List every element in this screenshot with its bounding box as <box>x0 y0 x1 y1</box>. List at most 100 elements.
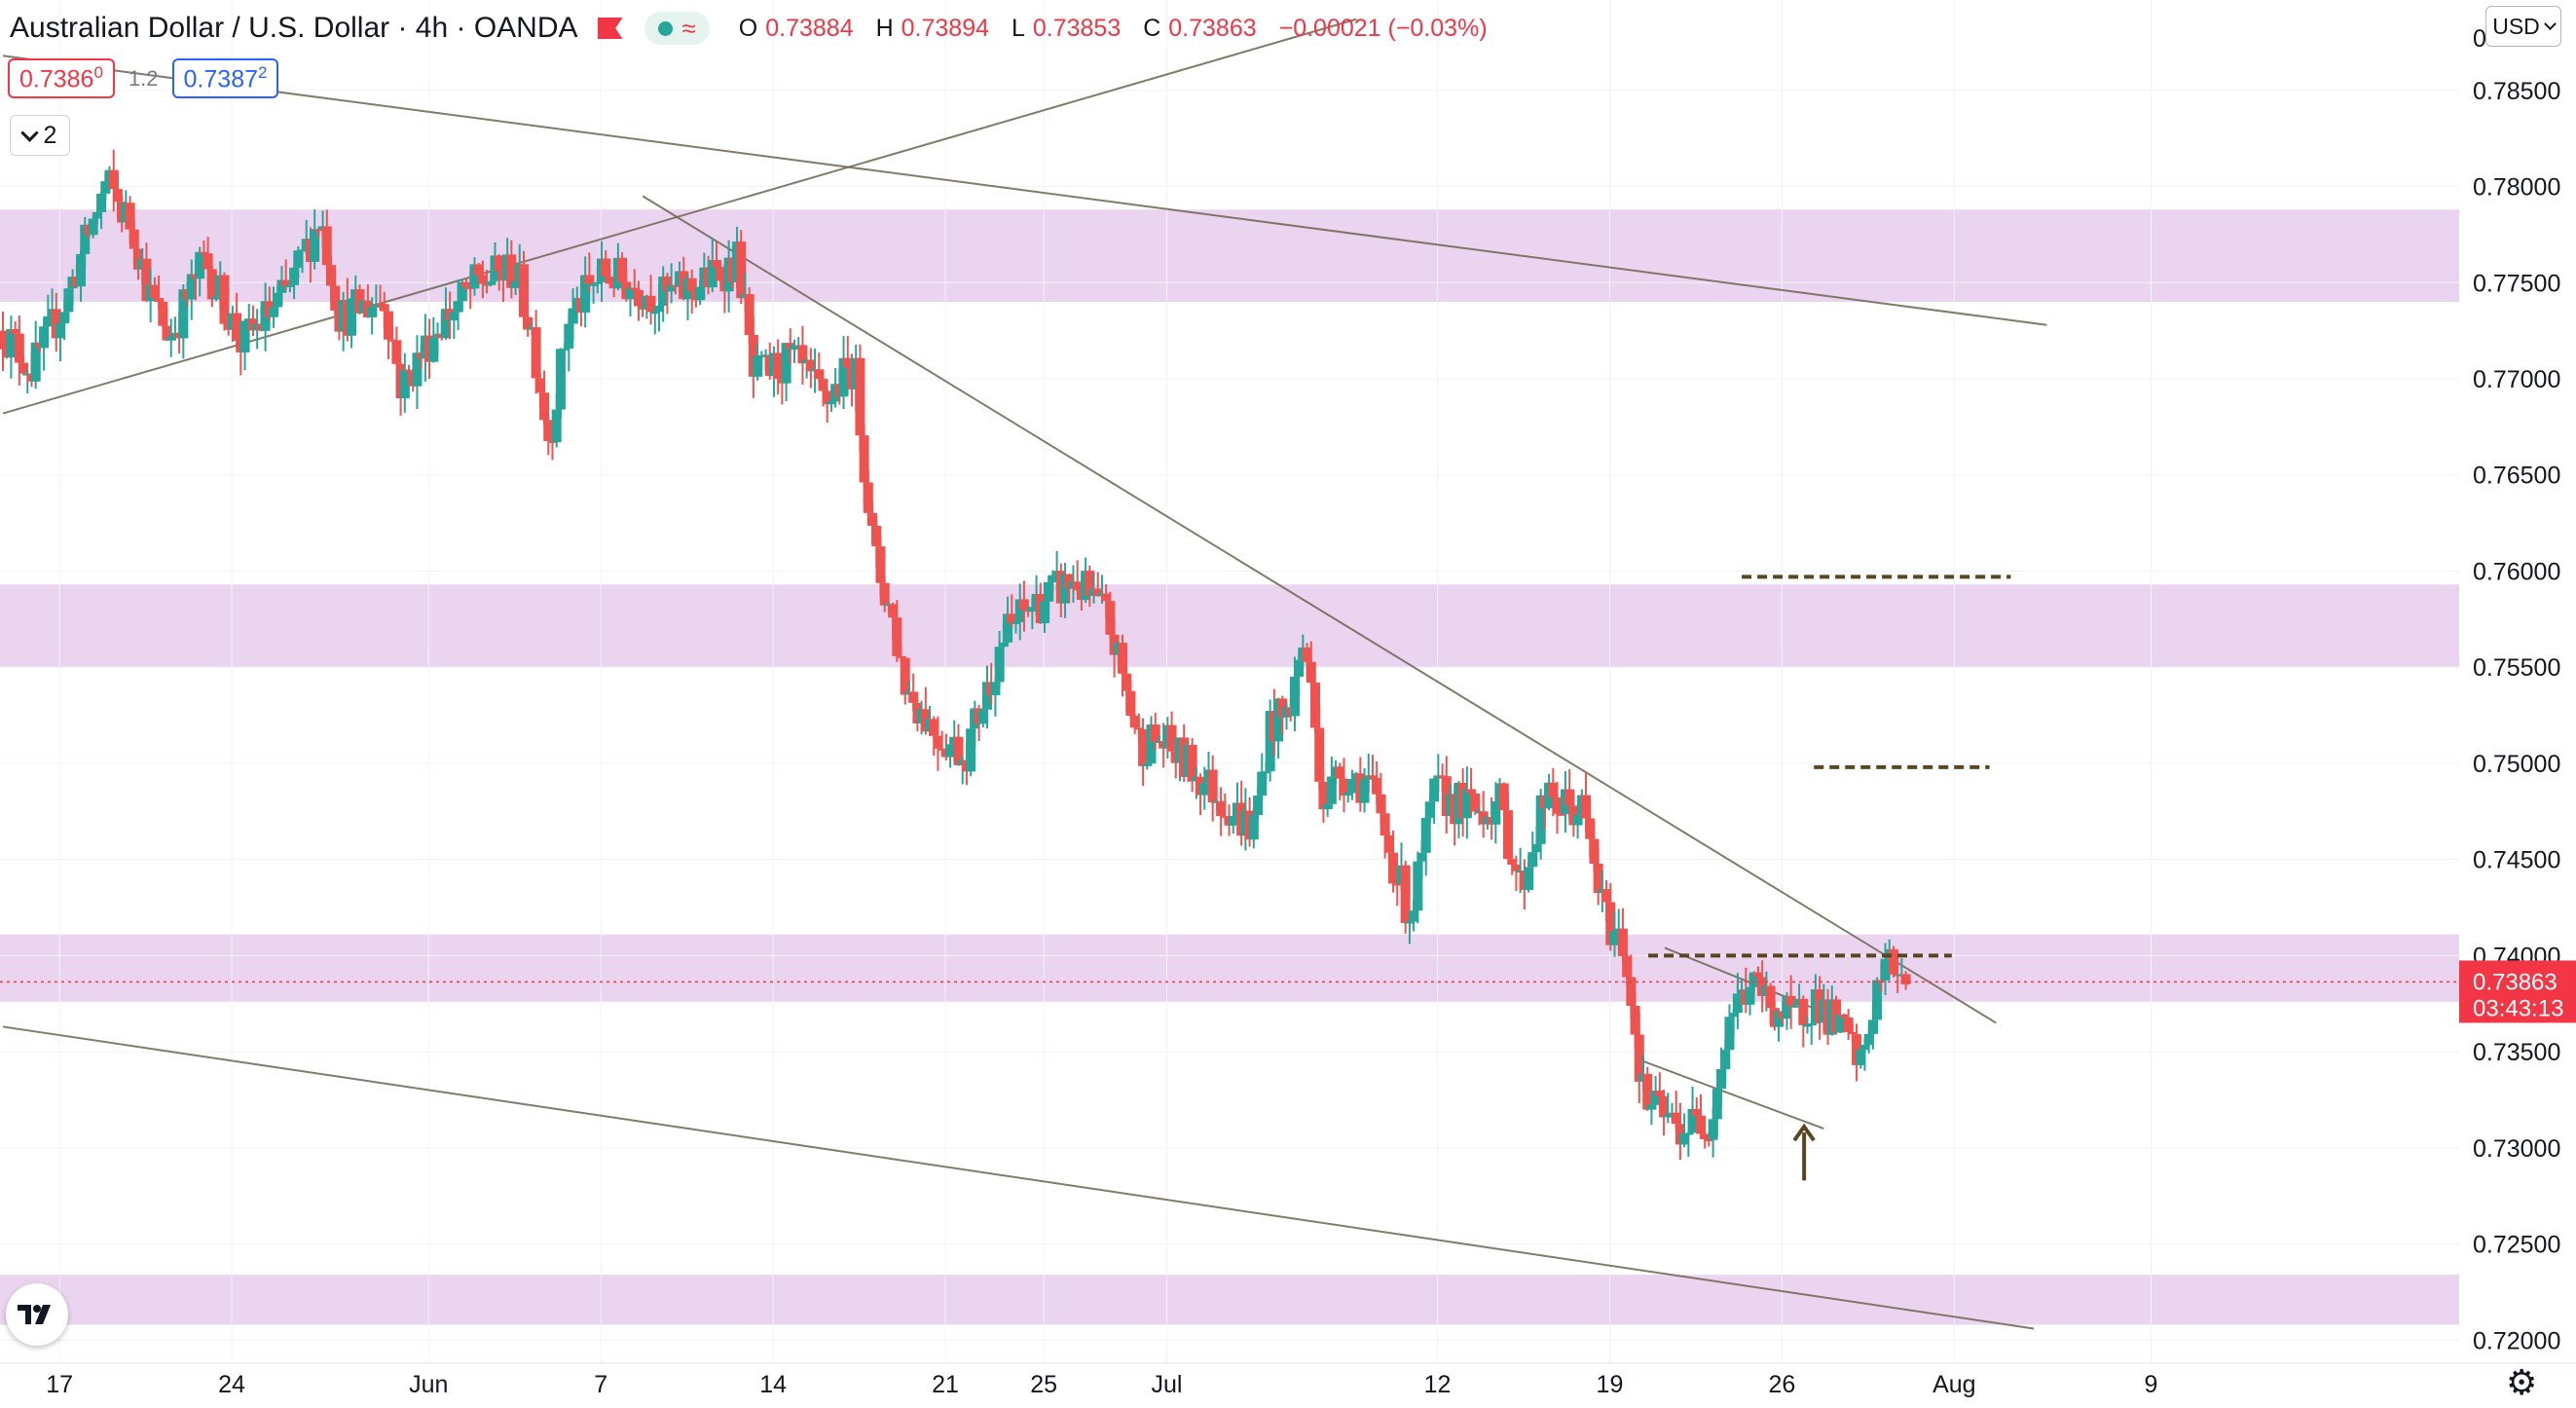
candle-body <box>1220 816 1231 819</box>
candle-body <box>1593 863 1603 894</box>
candle-body <box>859 435 869 483</box>
candle-body <box>1617 928 1628 956</box>
candle-body <box>1007 613 1017 624</box>
candle-body <box>1314 727 1325 782</box>
candle-body <box>814 369 825 380</box>
gear-icon[interactable]: ⚙ <box>2506 1362 2538 1402</box>
candle-body <box>1752 972 1763 978</box>
candle-body <box>633 289 644 307</box>
candle-body <box>457 281 467 302</box>
candle-body <box>1535 795 1546 844</box>
candle-body <box>494 255 504 272</box>
candle-body <box>18 362 29 374</box>
candle-body <box>1424 801 1435 818</box>
candle-body <box>449 312 460 321</box>
candle-body <box>753 355 763 377</box>
price-tick-label: 0 <box>2473 25 2486 53</box>
trendline <box>642 195 1997 1024</box>
currency-selector[interactable]: USD <box>2485 6 2561 47</box>
candle-body <box>486 280 497 285</box>
price-tick-label: 0.72000 <box>2473 1327 2560 1354</box>
time-axis[interactable]: 17 24 Jun 7 14 21 25 Jul 12 19 26 Aug 9 <box>0 1362 2576 1408</box>
price-tick-label: 0.75000 <box>2473 751 2560 778</box>
candle-body <box>1470 793 1481 812</box>
buy-price: 0.7387 <box>183 65 258 93</box>
candle-body <box>945 744 956 758</box>
candle-body <box>289 267 300 285</box>
market-status-pill[interactable]: ≈ <box>644 12 710 45</box>
candle-body <box>178 289 189 339</box>
candle-body <box>1404 921 1415 924</box>
candle-body <box>1490 801 1501 825</box>
candle-body <box>1372 777 1382 795</box>
candle-body <box>1785 995 1796 1007</box>
candle-body <box>39 326 50 349</box>
candle-body <box>629 287 640 290</box>
candle-body <box>1852 1034 1862 1065</box>
buy-button[interactable]: 0.73872 <box>171 58 279 99</box>
candle-body <box>477 275 488 284</box>
candle-body <box>76 253 87 287</box>
candle-body <box>1802 1024 1813 1027</box>
candle-body <box>321 226 332 266</box>
price-tick-label: 0.77000 <box>2473 366 2560 393</box>
candle-body <box>284 284 295 287</box>
candle-body <box>937 748 947 751</box>
ohlc-values: O 0.73884 H 0.73894 L 0.73853 C 0.73863 −0.0… <box>739 15 1495 43</box>
candle-body <box>1728 1013 1739 1018</box>
spread-value: 1.2 <box>128 65 159 91</box>
chart-header: Australian Dollar / U.S. Dollar · 4h · O… <box>10 4 1495 53</box>
candle-body <box>1527 852 1538 868</box>
candle-body <box>232 313 242 341</box>
candle-body <box>744 294 754 335</box>
candle-body <box>510 281 521 288</box>
candle-body <box>383 311 393 340</box>
candle-body <box>1413 861 1423 911</box>
candle-body <box>1409 910 1419 922</box>
candle-body <box>822 390 832 405</box>
last-price-value: 0.73863 <box>2473 969 2558 995</box>
candle-body <box>206 269 217 300</box>
tradingview-logo-icon[interactable] <box>6 1283 68 1346</box>
candle-body <box>1748 972 1759 987</box>
candle-body <box>1257 771 1268 797</box>
symbol-title[interactable]: Australian Dollar / U.S. Dollar · 4h · O… <box>10 12 578 44</box>
candle-body <box>838 357 849 397</box>
candle-body <box>1376 794 1386 814</box>
candle-body <box>896 655 906 658</box>
candle-body <box>453 301 463 313</box>
flag-icon[interactable] <box>597 18 623 39</box>
candle-body <box>879 582 890 606</box>
grid <box>0 0 2459 1363</box>
candle-body <box>1646 1104 1657 1110</box>
candle-body <box>1150 724 1160 743</box>
time-tick-label: 24 <box>218 1371 245 1398</box>
candle-body <box>790 345 800 350</box>
candle-body <box>998 642 1009 648</box>
candle-body <box>1863 1033 1874 1045</box>
candle-body <box>63 288 74 313</box>
candle-body <box>1732 993 1743 1014</box>
candle-body <box>1388 852 1399 884</box>
candle-body <box>1531 843 1542 853</box>
candle-body <box>59 312 70 324</box>
supply-demand-zones <box>0 209 2459 1325</box>
candle-body <box>1683 1132 1694 1135</box>
price-tick-label: 0.77500 <box>2473 270 2560 297</box>
open-value: 0.73884 <box>765 14 854 42</box>
candle-body <box>1695 1115 1706 1134</box>
candle-body <box>863 482 873 513</box>
price-axis[interactable]: 0.720000.725000.730000.735000.740000.745… <box>2459 0 2576 1408</box>
indicators-toggle-button[interactable]: 2 <box>10 115 70 156</box>
candle-body <box>1774 1011 1785 1027</box>
candle-body <box>276 279 287 293</box>
low-key: L <box>1011 14 1025 42</box>
candle-body <box>534 378 545 393</box>
candle-body <box>588 283 599 286</box>
candle-body <box>564 323 574 349</box>
sell-button[interactable]: 0.73860 <box>8 58 115 99</box>
up-arrow-marker <box>1792 1123 1816 1181</box>
candle-body <box>6 329 17 358</box>
candle-body <box>1318 781 1329 810</box>
